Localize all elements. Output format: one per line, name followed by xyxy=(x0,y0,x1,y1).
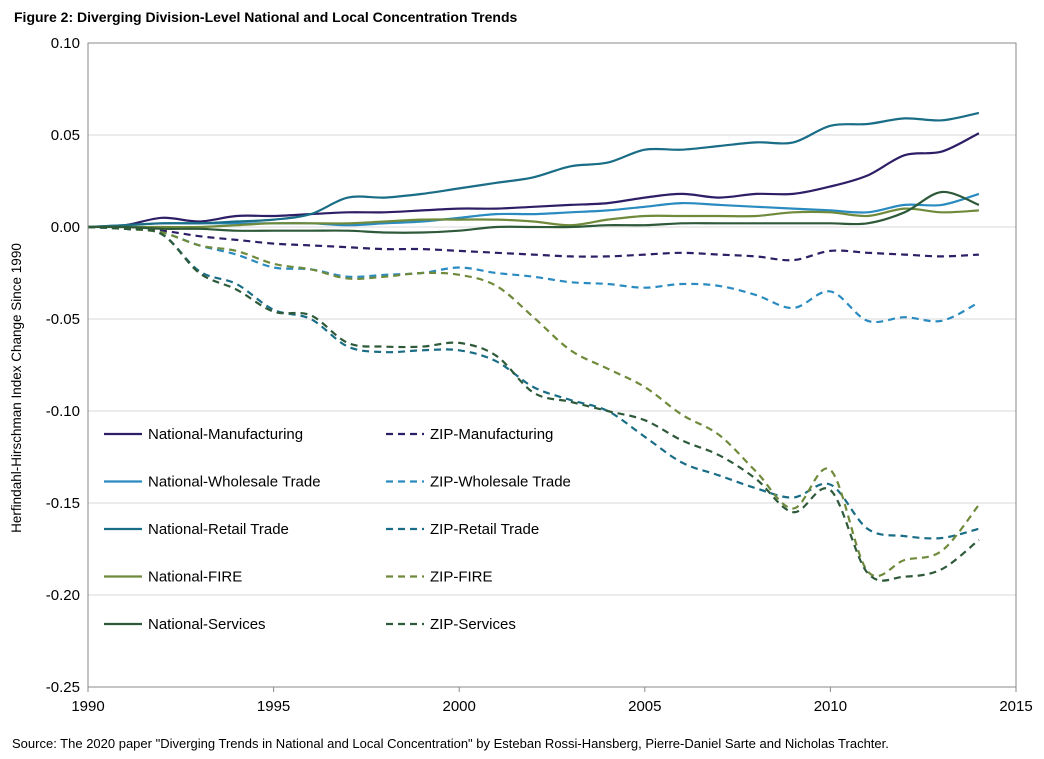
y-axis-ticks: 0.10 0.05 0.00 -0.05 -0.10 -0.15 -0.20 -0.25 xyxy=(46,35,80,696)
y-tick-label: -0.20 xyxy=(46,587,80,604)
legend-label-zip-wholesale-trade: ZIP-Wholesale Trade xyxy=(430,474,571,491)
y-tick-label: 0.05 xyxy=(51,127,80,144)
series-line-national-wholesale-trade xyxy=(87,192,980,229)
x-tick-label: 1990 xyxy=(71,698,104,715)
x-tick-label: 2005 xyxy=(628,698,661,715)
x-tick-label: 1995 xyxy=(257,698,290,715)
series-line-zip-manufacturing xyxy=(87,225,979,262)
series-line-zip-wholesale-trade xyxy=(87,225,980,324)
legend-label-national-retail-trade: National-Retail Trade xyxy=(148,521,289,538)
y-tick-label: 0.00 xyxy=(51,219,80,236)
legend-label-national-services: National-Services xyxy=(148,616,266,633)
source-note: Source: The 2020 paper "Diverging Trends… xyxy=(12,736,889,751)
legend: National-Manufacturing ZIP-Manufacturing N… xyxy=(104,426,571,633)
legend-label-zip-retail-trade: ZIP-Retail Trade xyxy=(430,521,539,538)
gridlines xyxy=(88,42,1016,688)
series-line-national-fire xyxy=(87,207,979,229)
legend-label-national-fire: National-FIRE xyxy=(148,569,242,586)
legend-label-zip-fire: ZIP-FIRE xyxy=(430,569,493,586)
series-line-national-services xyxy=(87,190,980,234)
y-tick-label: -0.05 xyxy=(46,311,80,328)
series-line-national-manufacturing xyxy=(87,132,980,229)
legend-label-zip-manufacturing: ZIP-Manufacturing xyxy=(430,426,553,443)
x-tick-label: 2000 xyxy=(443,698,476,715)
series-line-zip-fire xyxy=(87,225,980,578)
legend-label-national-manufacturing: National-Manufacturing xyxy=(148,426,303,443)
series-line-zip-services xyxy=(87,225,980,582)
legend-label-zip-services: ZIP-Services xyxy=(430,616,516,633)
series-line-zip-retail-trade xyxy=(87,225,980,540)
y-tick-label: -0.25 xyxy=(46,679,80,696)
legend-label-national-wholesale-trade: National-Wholesale Trade xyxy=(148,474,321,491)
plot-area-border xyxy=(87,42,1017,688)
series-lines xyxy=(87,111,980,582)
y-tick-label: 0.10 xyxy=(51,35,80,52)
x-tick-label: 2015 xyxy=(999,698,1032,715)
x-axis-ticks: 1990 1995 2000 2005 2010 2015 xyxy=(71,687,1033,715)
y-tick-label: -0.10 xyxy=(46,403,80,420)
chart-title: Figure 2: Diverging Division-Level Natio… xyxy=(14,9,518,25)
y-tick-label: -0.15 xyxy=(46,495,80,512)
x-tick-label: 2010 xyxy=(814,698,847,715)
series-line-national-retail-trade xyxy=(87,111,980,229)
y-axis-label: Herfindahl-Hirschman Index Change Since … xyxy=(9,243,24,533)
